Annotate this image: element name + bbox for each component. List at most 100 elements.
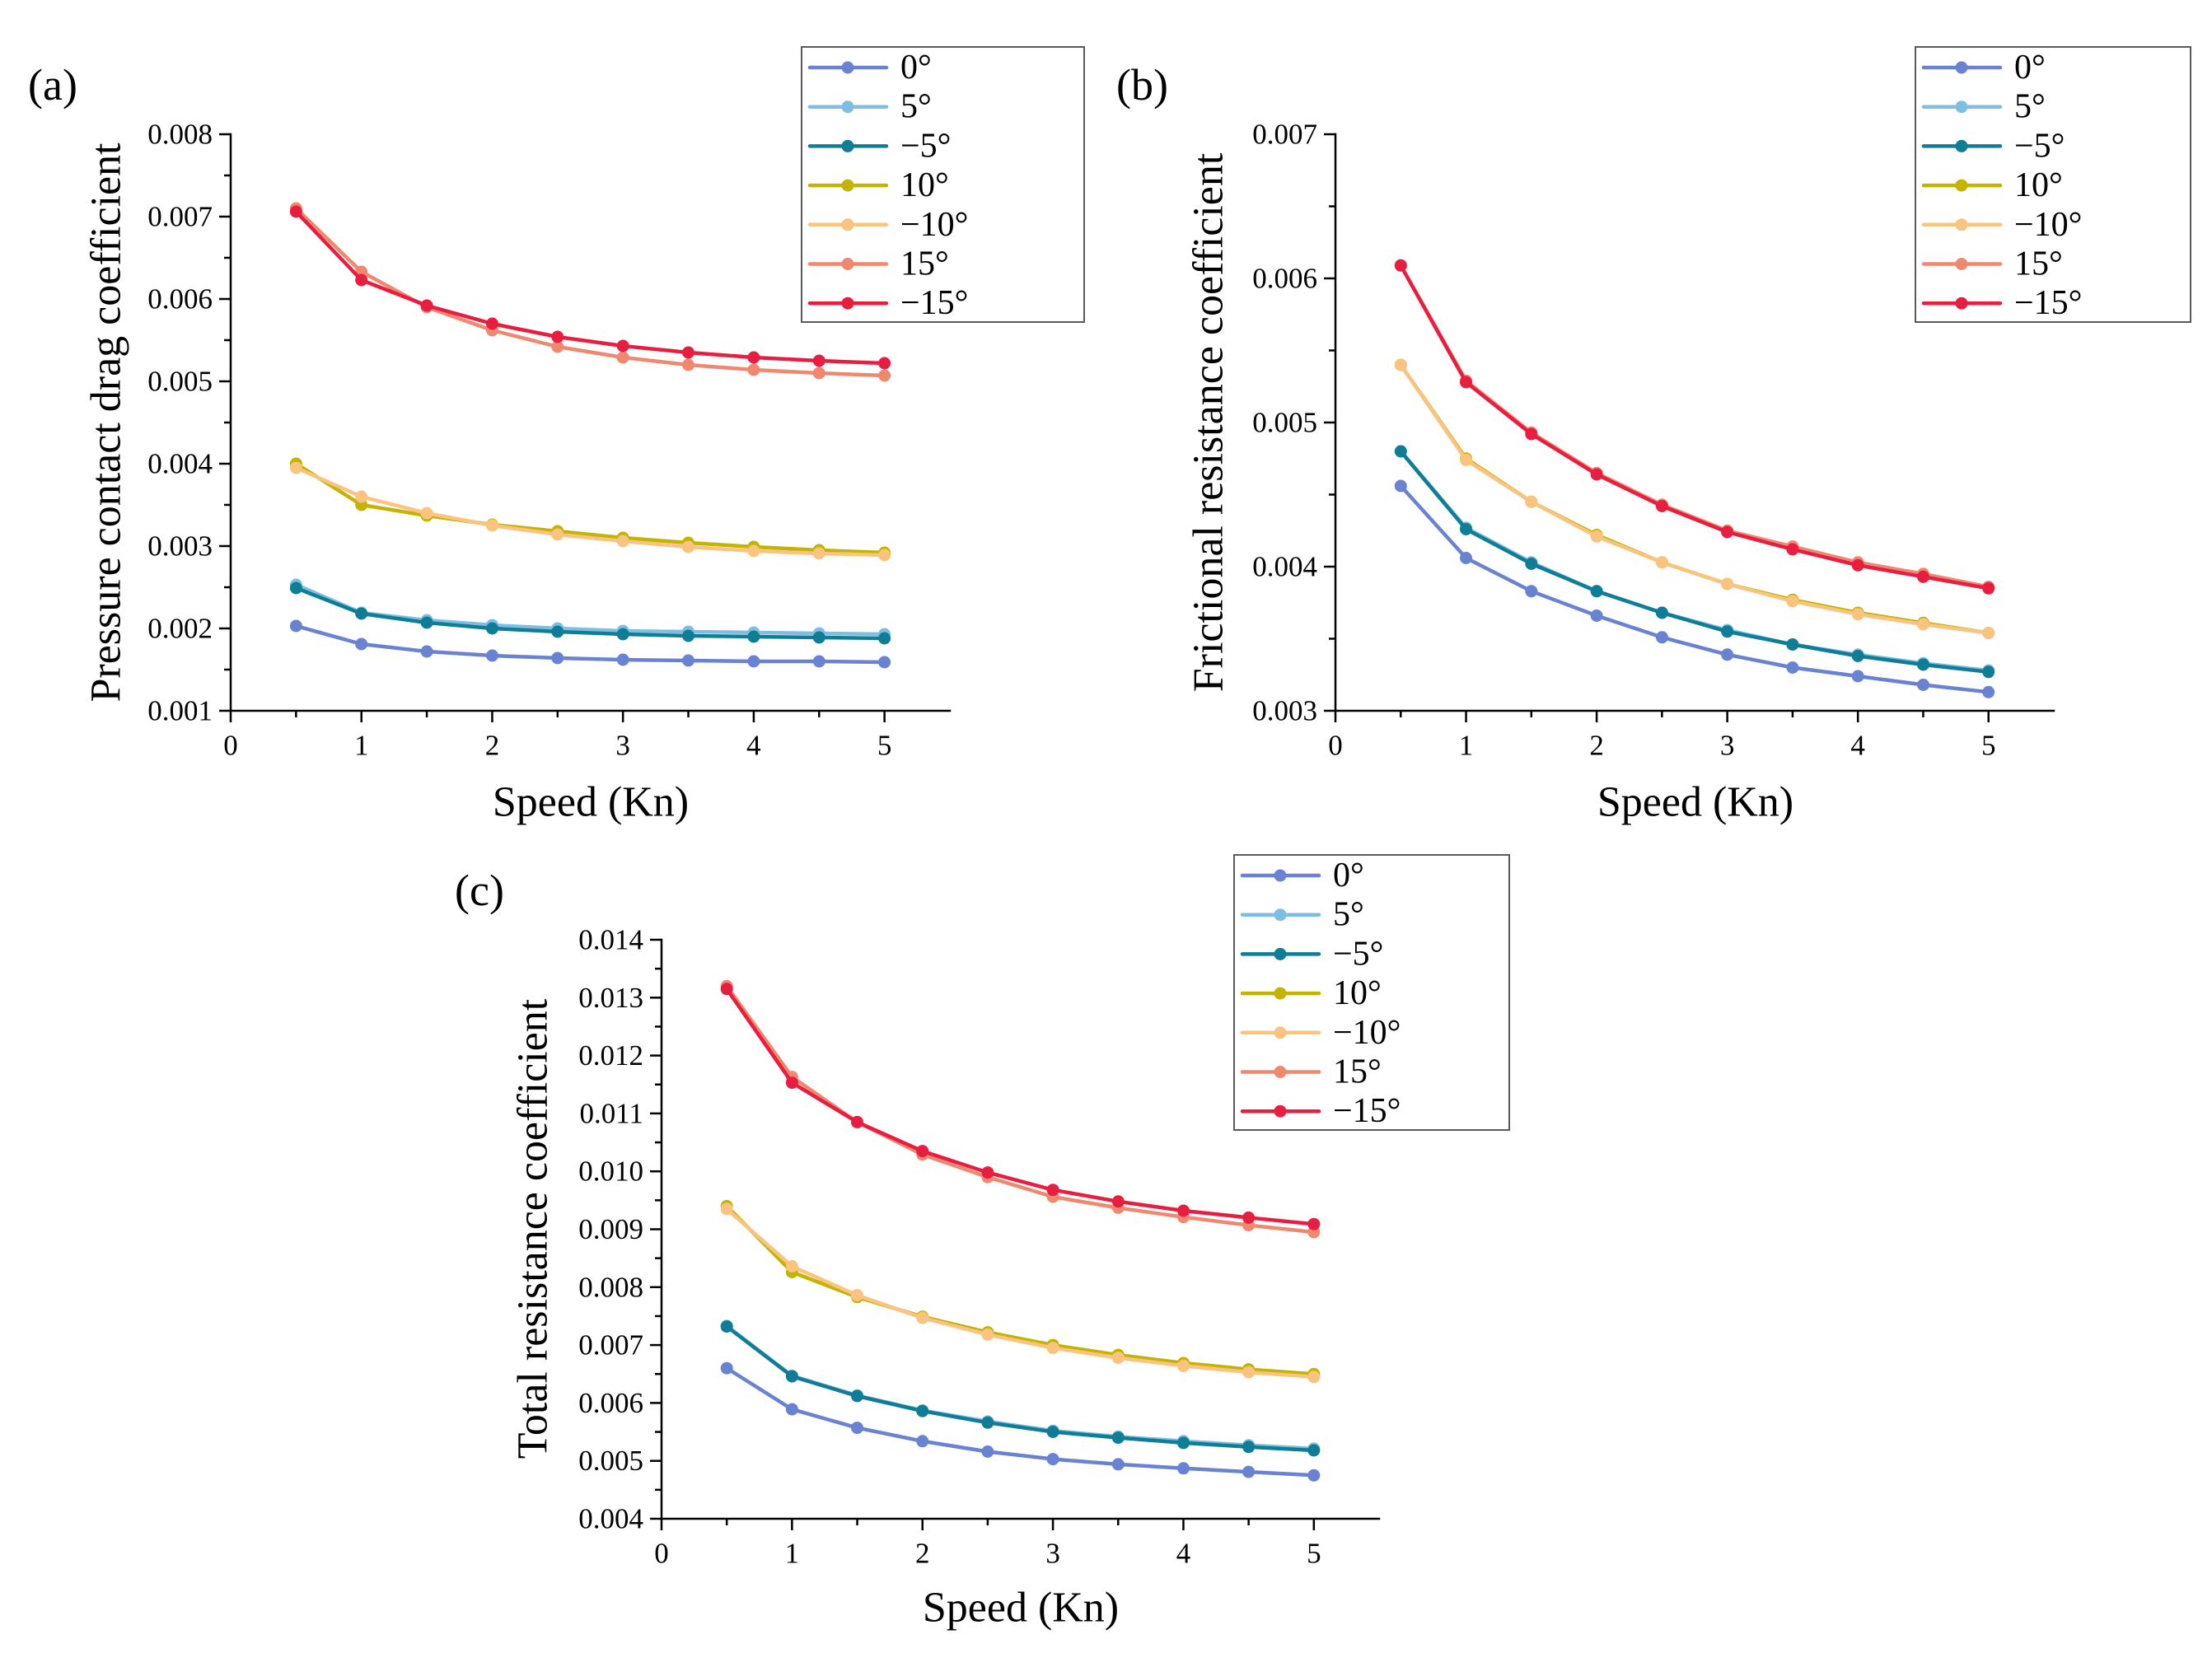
series-line-15deg (294, 206, 886, 378)
series-line-minus-5deg (1399, 449, 1990, 675)
legend-marker (1955, 100, 1968, 114)
x-axis: 0 1 2 3 4 5 (1328, 709, 2055, 762)
series-minus-5deg (289, 581, 891, 645)
data-point-0deg (551, 651, 564, 665)
data-point-minus-10deg (878, 549, 891, 562)
charts-group: (a)0 1 2 3 4 50.0010.0020.0030.0040.0050.0060… (28, 46, 2191, 1632)
series-line-10deg (724, 1204, 1316, 1376)
plot-series (1394, 259, 1995, 698)
legend-entry-minus-5deg: −5° (807, 127, 951, 165)
data-point-minus-15deg (878, 357, 891, 370)
legend-entry-5deg: 5° (1240, 896, 1364, 934)
data-point-minus-5deg (1177, 1436, 1190, 1450)
data-point-minus-10deg (1917, 618, 1929, 631)
data-point-0deg (289, 619, 302, 633)
data-point-minus-5deg (1590, 585, 1603, 598)
data-point-0deg (851, 1422, 863, 1435)
series-line-minus-15deg (294, 209, 886, 366)
y-tick-label: 0.005 (578, 1445, 643, 1477)
y-tick-label: 0.007 (147, 201, 213, 233)
y-axis: 0.001 0.002 0.003 0.004 0.005 0.006 0.007 0.008 (147, 119, 232, 727)
data-point-minus-15deg (1177, 1204, 1190, 1217)
y-tick-label: 0.007 (578, 1329, 643, 1361)
data-point-minus-15deg (1242, 1211, 1256, 1224)
series-minus-10deg (1394, 358, 1995, 639)
legend-entry-minus-10deg: −10° (807, 206, 968, 244)
data-point-minus-10deg (720, 1202, 733, 1216)
data-point-minus-15deg (1111, 1195, 1125, 1208)
data-point-0deg (682, 654, 694, 667)
x-tick-label: 5 (877, 730, 892, 762)
data-point-0deg (1982, 685, 1995, 698)
data-point-0deg (981, 1445, 994, 1458)
data-point-minus-10deg (1525, 495, 1538, 508)
data-point-minus-5deg (1917, 658, 1929, 671)
data-point-minus-5deg (1982, 665, 1995, 679)
series-line-minus-10deg (294, 465, 886, 558)
data-point-minus-15deg (420, 299, 433, 312)
data-point-minus-10deg (1111, 1352, 1125, 1365)
legend-label: −5° (2014, 127, 2065, 165)
legend-marker (1274, 1104, 1287, 1118)
legend-marker (841, 61, 854, 74)
legend-entry-15deg: 15° (807, 245, 949, 283)
data-point-minus-5deg (355, 607, 368, 620)
data-point-15deg (878, 369, 891, 382)
legend-marker (841, 258, 854, 270)
data-point-0deg (355, 637, 368, 651)
data-point-0deg (720, 1361, 733, 1375)
series-0deg (720, 1361, 1321, 1482)
legend-marker (841, 218, 854, 231)
y-tick-label: 0.014 (578, 924, 643, 956)
legend-entry-0deg: 0° (1921, 49, 2046, 86)
x-tick-label: 2 (915, 1538, 930, 1570)
legend-label: 5° (2014, 88, 2046, 126)
data-point-minus-15deg (1046, 1184, 1059, 1197)
data-point-0deg (1111, 1458, 1125, 1471)
data-point-minus-5deg (747, 630, 760, 643)
y-tick-label: 0.005 (1252, 407, 1317, 439)
data-point-15deg (747, 363, 760, 376)
data-point-15deg (616, 351, 629, 364)
plot-series (720, 979, 1321, 1482)
y-tick-label: 0.006 (578, 1387, 643, 1419)
x-tick-label: 3 (1045, 1538, 1060, 1570)
series-minus-5deg (1394, 445, 1995, 679)
y-tick-label: 0.010 (578, 1156, 643, 1188)
legend-entry-10deg: 10° (1240, 974, 1382, 1012)
data-point-0deg (1590, 609, 1603, 622)
plot-series (289, 202, 891, 669)
data-point-minus-15deg (1786, 543, 1799, 556)
legend-label: 0° (2014, 49, 2046, 86)
data-point-minus-10deg (1394, 358, 1407, 371)
data-point-minus-5deg (878, 632, 891, 645)
legend-label: 10° (2014, 166, 2063, 204)
legend-label: −10° (900, 206, 968, 244)
legend-marker (841, 297, 854, 310)
data-point-0deg (1851, 670, 1864, 683)
data-point-minus-5deg (812, 631, 825, 644)
x-tick-label: 4 (1850, 730, 1865, 762)
legend-entry-minus-10deg: −10° (1921, 206, 2082, 244)
data-point-minus-10deg (1851, 608, 1864, 621)
x-tick-label: 3 (1720, 730, 1735, 762)
x-tick-label: 4 (746, 730, 761, 762)
y-tick-label: 0.001 (147, 695, 213, 727)
data-point-minus-10deg (1046, 1342, 1059, 1355)
series-minus-15deg (720, 983, 1321, 1230)
data-point-minus-15deg (851, 1115, 863, 1128)
data-point-minus-15deg (486, 317, 498, 330)
legend-label: −10° (1333, 1014, 1401, 1052)
data-point-minus-5deg (1655, 606, 1668, 619)
data-point-minus-5deg (682, 629, 694, 642)
legend-entry-10deg: 10° (1921, 166, 2063, 204)
series-line-10deg (294, 461, 886, 555)
legend-marker (1274, 987, 1287, 1000)
data-point-minus-10deg (682, 540, 694, 553)
legend-label: 0° (900, 49, 932, 86)
legend: 0°5°−5°10°−10°15°−15° (801, 46, 1085, 323)
x-tick-label: 0 (654, 1538, 669, 1570)
series-line-minus-15deg (724, 987, 1316, 1226)
x-tick-label: 1 (354, 730, 369, 762)
